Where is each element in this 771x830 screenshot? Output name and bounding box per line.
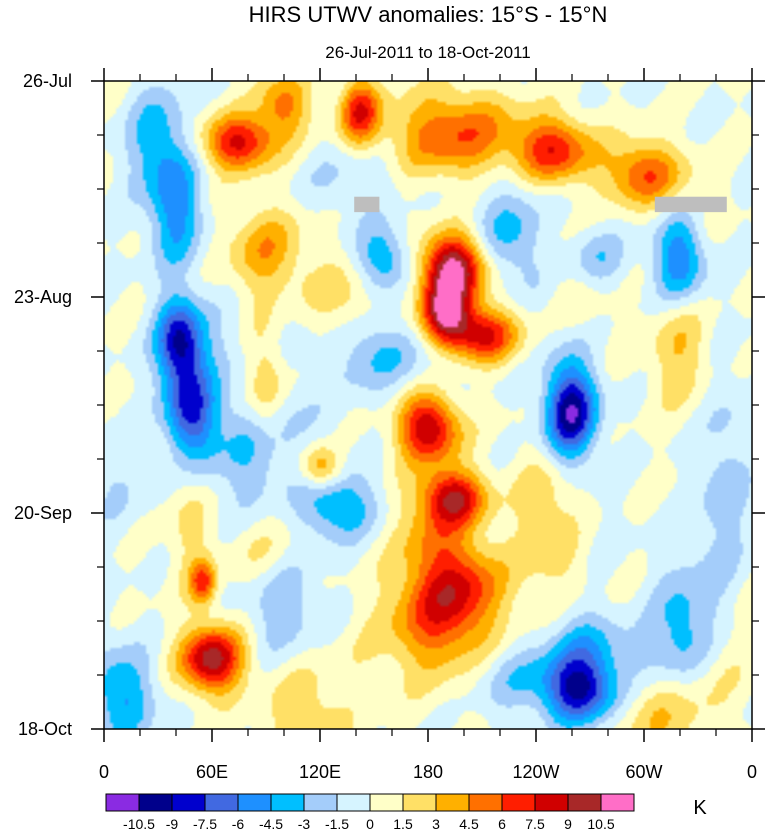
colorbar-tick-label: 10.5 xyxy=(587,816,614,830)
colorbar-swatch xyxy=(303,793,338,812)
colorbar-swatch xyxy=(336,793,371,812)
x-tick-label: 180 xyxy=(413,762,443,782)
colorbar-tick-label: 9 xyxy=(564,816,572,830)
colorbar-swatch xyxy=(105,793,140,812)
colorbar-tick-label: -9 xyxy=(166,816,179,830)
colorbar-tick-label: 3 xyxy=(432,816,440,830)
x-tick-label: 120E xyxy=(299,762,341,782)
x-tick-label: 0 xyxy=(99,762,109,782)
colorbar-tick-label: -3 xyxy=(298,816,311,830)
colorbar-swatch xyxy=(369,793,404,812)
anomaly-field xyxy=(104,81,752,729)
plot-area xyxy=(103,80,753,730)
y-tick-label: 20-Sep xyxy=(14,503,72,523)
x-tick-label: 60E xyxy=(196,762,228,782)
colorbar-tick-label: 1.5 xyxy=(393,816,413,830)
chart-title: HIRS UTWV anomalies: 15°S - 15°N xyxy=(249,2,608,27)
colorbar-tick-label: 4.5 xyxy=(459,816,479,830)
colorbar-swatch xyxy=(237,793,272,812)
colorbar-swatch xyxy=(435,793,470,812)
colorbar-tick-label: -1.5 xyxy=(325,816,349,830)
colorbar-swatch xyxy=(600,793,635,812)
colorbar-tick-label: -4.5 xyxy=(259,816,283,830)
y-tick-label: 23-Aug xyxy=(14,287,72,307)
colorbar-unit-label: K xyxy=(693,797,707,819)
x-tick-label: 120W xyxy=(512,762,559,782)
colorbar-swatch xyxy=(402,793,437,812)
colorbar-tick-label: -7.5 xyxy=(193,816,217,830)
colorbar-swatch xyxy=(270,793,305,812)
colorbar-swatch xyxy=(204,793,239,812)
y-tick-label: 18-Oct xyxy=(18,719,72,739)
colorbar-swatch xyxy=(501,793,536,812)
colorbar-tick-label: 7.5 xyxy=(525,816,545,830)
colorbar-swatch xyxy=(171,793,206,812)
colorbar-tick-label: 6 xyxy=(498,816,506,830)
colorbar-tick-label: 0 xyxy=(366,816,374,830)
colorbar-swatch xyxy=(567,793,602,812)
colorbar-tick-label: -10.5 xyxy=(123,816,155,830)
chart-subtitle: 26-Jul-2011 to 18-Oct-2011 xyxy=(325,43,530,62)
x-tick-label: 0 xyxy=(747,762,757,782)
missing-data-patch xyxy=(354,196,380,213)
colorbar-swatch xyxy=(138,793,173,812)
colorbar-swatch xyxy=(468,793,503,812)
y-tick-label: 26-Jul xyxy=(23,71,72,91)
colorbar-swatch xyxy=(534,793,569,812)
x-tick-label: 60W xyxy=(625,762,662,782)
missing-data-patch xyxy=(654,196,727,213)
colorbar-tick-label: -6 xyxy=(232,816,245,830)
